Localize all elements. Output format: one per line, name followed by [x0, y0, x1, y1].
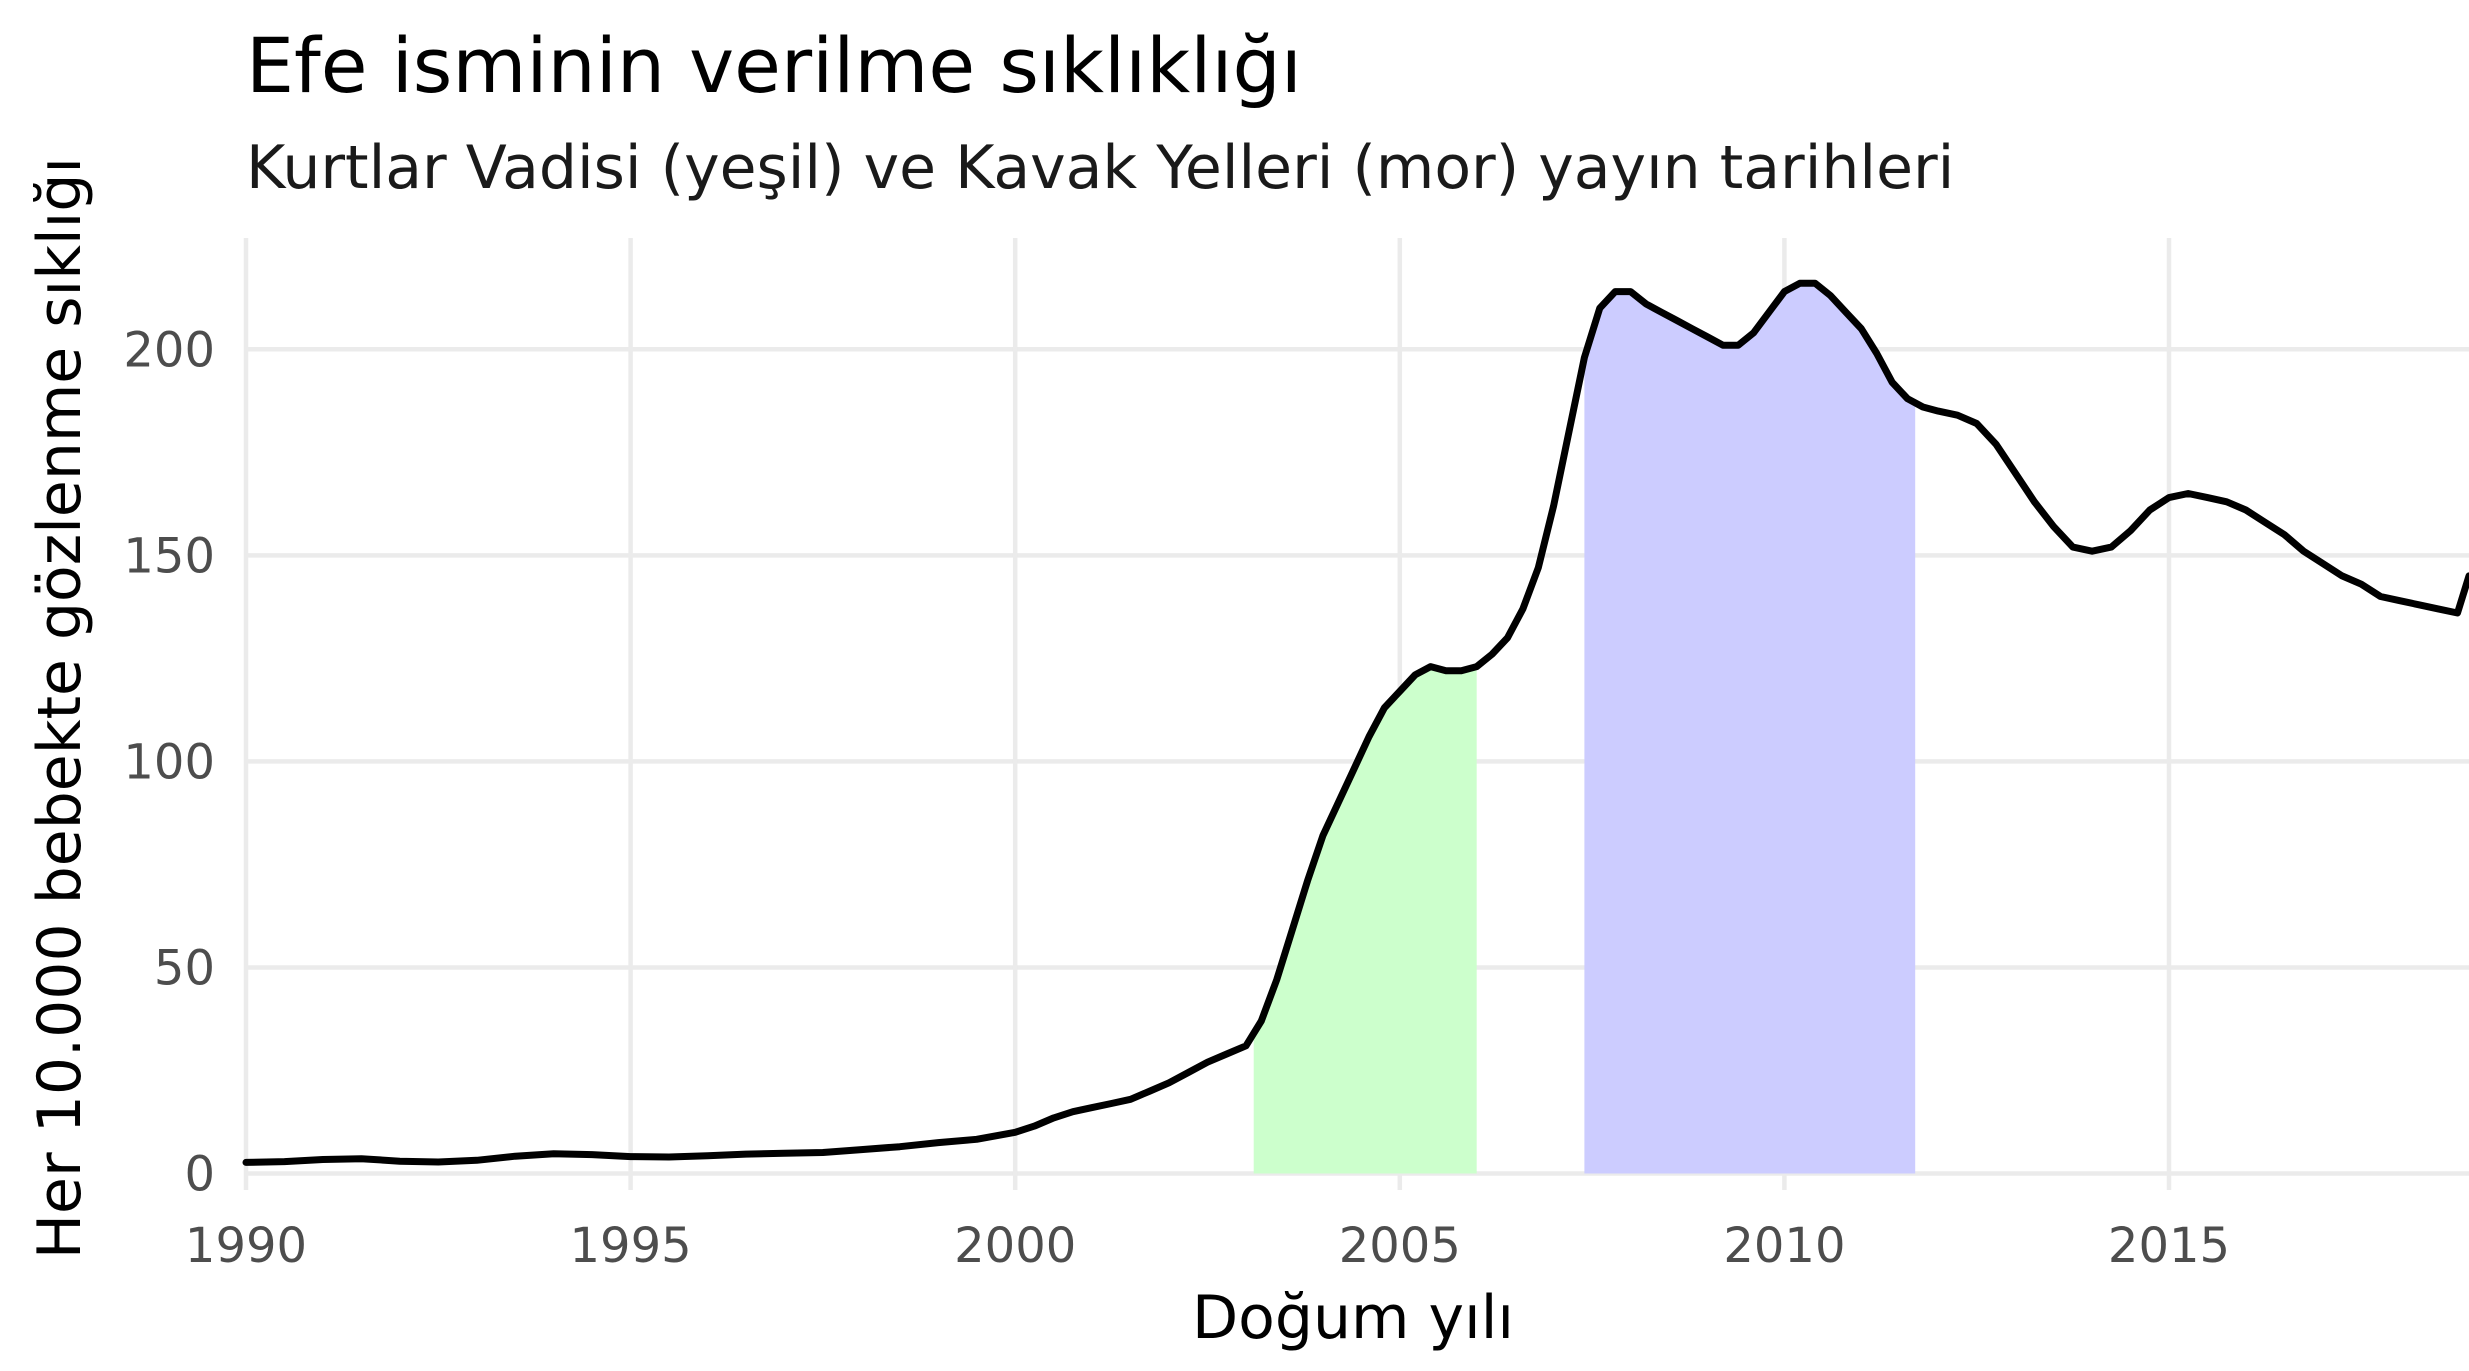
- chart-subtitle: Kurtlar Vadisi (yeşil) ve Kavak Yelleri …: [246, 133, 1954, 203]
- y-tick-label: 0: [184, 1147, 215, 1203]
- series-layer: [242, 279, 2469, 1166]
- x-tick-label: 1995: [570, 1218, 692, 1274]
- chart-title: Efe isminin verilme sıklıklığı: [246, 21, 1302, 110]
- x-tick-label: 2015: [2108, 1218, 2230, 1274]
- band-2: [1584, 283, 1916, 1174]
- y-tick-label: 100: [123, 734, 215, 790]
- band-1: [1253, 666, 1477, 1174]
- y-axis-title: Her 10.000 bebekte gözlenme sıklığı: [25, 157, 95, 1259]
- tick-labels: 0 50 100 150 200 1990 1995 2000 2005 2010 2015: [123, 322, 2230, 1274]
- y-tick-label: 200: [123, 322, 215, 378]
- x-tick-label: 2000: [954, 1218, 1076, 1274]
- x-tick-label: 2010: [1723, 1218, 1845, 1274]
- x-tick-label: 2005: [1339, 1218, 1461, 1274]
- x-axis-title: Doğum yılı: [1192, 1283, 1514, 1353]
- broadcast-bands: [1253, 283, 1916, 1174]
- y-tick-label: 50: [154, 940, 215, 996]
- x-tick-label: 1990: [185, 1218, 307, 1274]
- y-tick-label: 150: [123, 528, 215, 584]
- series-line: [242, 279, 2469, 1166]
